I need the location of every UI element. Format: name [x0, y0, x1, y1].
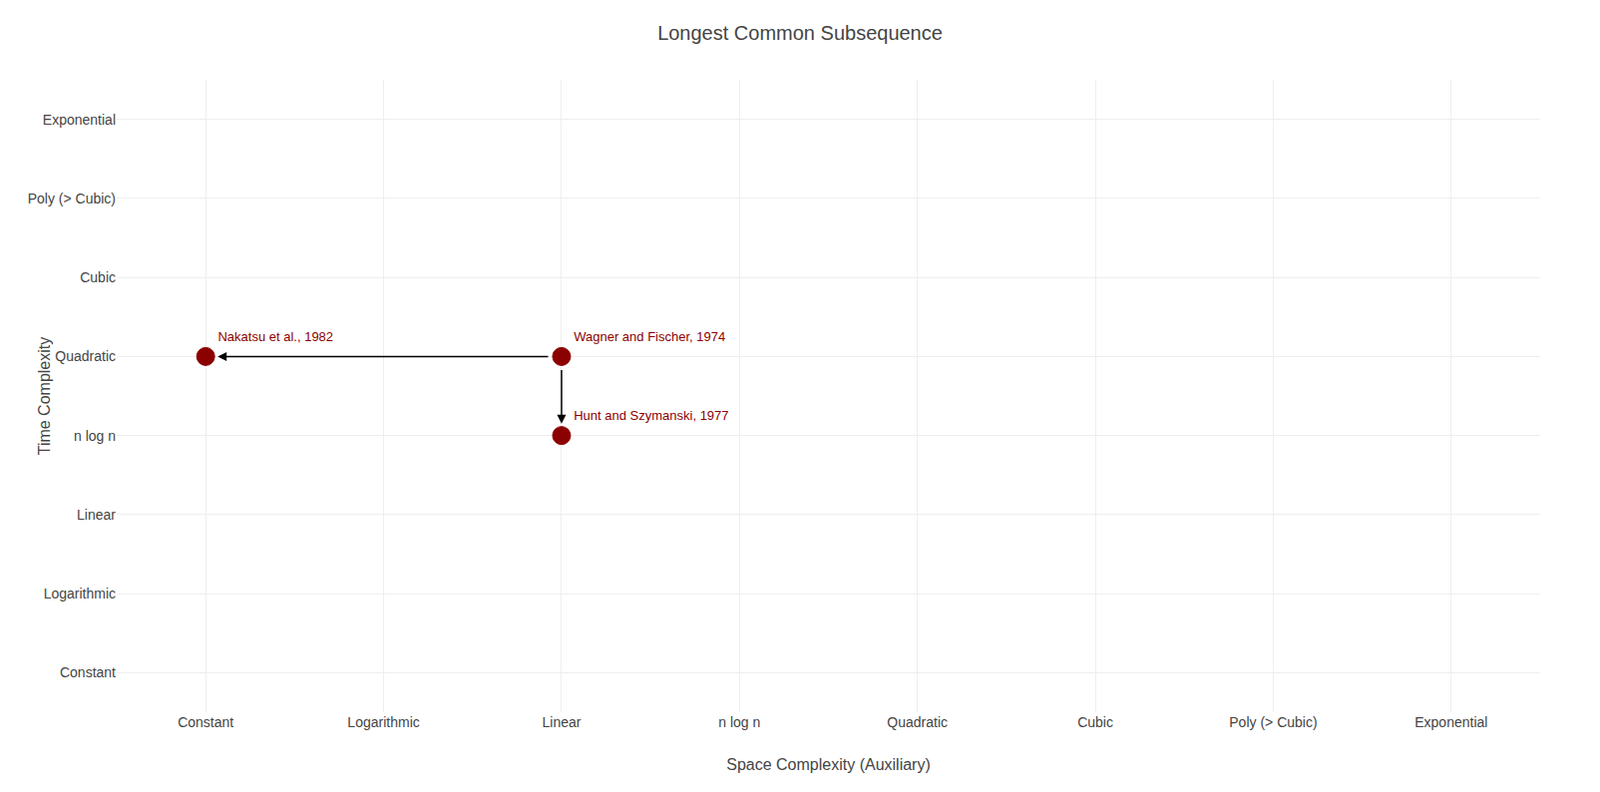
- svg-text:Cubic: Cubic: [79, 269, 116, 286]
- svg-text:Space Complexity (Auxiliary): Space Complexity (Auxiliary): [726, 756, 931, 774]
- svg-text:n log n: n log n: [718, 714, 761, 731]
- svg-text:Quadratic: Quadratic: [886, 714, 948, 731]
- svg-text:Hunt and Szymanski, 1977: Hunt and Szymanski, 1977: [573, 407, 729, 423]
- svg-text:Logarithmic: Logarithmic: [43, 585, 116, 602]
- svg-text:Logarithmic: Logarithmic: [347, 714, 419, 731]
- svg-text:Poly (> Cubic): Poly (> Cubic): [27, 190, 116, 207]
- svg-text:Constant: Constant: [177, 714, 234, 731]
- svg-text:Quadratic: Quadratic: [54, 348, 116, 365]
- svg-text:Linear: Linear: [541, 714, 581, 731]
- svg-text:Wagner and Fischer, 1974: Wagner and Fischer, 1974: [573, 329, 726, 345]
- svg-text:Constant: Constant: [59, 664, 116, 681]
- svg-text:Exponential: Exponential: [1414, 714, 1488, 731]
- svg-text:Linear: Linear: [76, 506, 116, 523]
- svg-text:Longest Common Subsequence: Longest Common Subsequence: [657, 21, 943, 44]
- svg-text:Time Complexity: Time Complexity: [35, 337, 53, 456]
- svg-text:Cubic: Cubic: [1077, 714, 1114, 731]
- svg-text:n log n: n log n: [73, 427, 116, 444]
- svg-text:Exponential: Exponential: [42, 111, 116, 128]
- svg-text:Poly (> Cubic): Poly (> Cubic): [1228, 714, 1317, 731]
- svg-text:Nakatsu et al., 1982: Nakatsu et al., 1982: [217, 329, 334, 345]
